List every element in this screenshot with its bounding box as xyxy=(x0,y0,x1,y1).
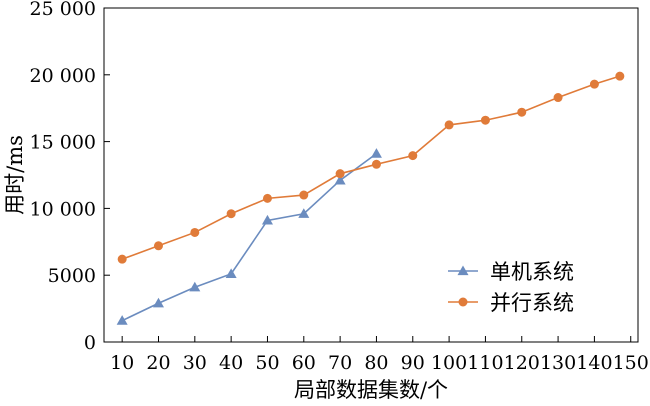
y-tick-label: 25 000 xyxy=(30,0,96,20)
data-point xyxy=(262,193,272,203)
data-point xyxy=(370,148,382,158)
x-tick-label: 150 xyxy=(613,352,649,374)
y-axis-label: 用时/ms xyxy=(3,135,27,215)
x-tick-label: 100 xyxy=(431,352,467,374)
x-tick-label: 10 xyxy=(110,352,134,374)
data-point xyxy=(408,151,418,161)
data-point xyxy=(117,254,127,264)
data-point xyxy=(189,281,201,292)
legend-marker xyxy=(457,265,469,276)
x-tick-label: 140 xyxy=(576,352,612,374)
data-point xyxy=(334,174,346,185)
x-tick-label: 120 xyxy=(504,352,540,374)
data-point xyxy=(615,71,625,81)
data-point xyxy=(225,268,237,278)
data-point xyxy=(153,241,163,251)
data-point xyxy=(480,115,490,125)
x-tick-label: 60 xyxy=(292,352,316,374)
x-tick-label: 20 xyxy=(146,352,170,374)
data-point xyxy=(261,214,273,225)
x-tick-label: 30 xyxy=(183,352,207,374)
legend-label: 并行系统 xyxy=(490,291,574,315)
series-1 xyxy=(116,148,382,325)
data-point xyxy=(190,227,200,237)
data-point xyxy=(299,190,309,200)
x-tick-label: 80 xyxy=(364,352,388,374)
legend-marker xyxy=(458,297,468,307)
y-tick-label: 5000 xyxy=(48,265,96,287)
data-point xyxy=(517,107,527,117)
x-tick-label: 110 xyxy=(467,352,503,374)
x-tick-label: 90 xyxy=(401,352,425,374)
x-axis-label: 局部数据集数/个 xyxy=(294,378,448,402)
data-point xyxy=(553,93,563,103)
y-tick-label: 0 xyxy=(84,332,96,354)
x-axis: 10 20 30 40 50 60 70 80 90 100 110 120 130 140 150 xyxy=(110,336,649,374)
series-layer xyxy=(116,71,625,325)
data-point xyxy=(152,297,164,308)
legend-item: 并行系统 xyxy=(448,291,574,315)
series-line xyxy=(121,152,377,322)
y-tick-label: 15 000 xyxy=(30,132,96,154)
y-tick-label: 10 000 xyxy=(30,198,96,220)
data-point xyxy=(298,208,310,218)
x-tick-label: 70 xyxy=(328,352,352,374)
data-point xyxy=(116,315,128,325)
y-axis: 0 5000 10 000 15 000 20 000 25 000 xyxy=(30,0,110,354)
legend-label: 单机系统 xyxy=(490,260,574,284)
data-point xyxy=(226,209,236,219)
x-tick-label: 40 xyxy=(219,352,243,374)
series-2 xyxy=(117,71,625,264)
data-point xyxy=(335,169,345,179)
data-point xyxy=(444,120,454,130)
x-tick-label: 50 xyxy=(255,352,279,374)
y-tick-label: 20 000 xyxy=(30,65,96,87)
data-point xyxy=(589,79,599,89)
x-tick-label: 130 xyxy=(540,352,576,374)
plot-frame xyxy=(103,7,639,343)
legend-item: 单机系统 xyxy=(448,260,574,284)
data-point xyxy=(371,159,381,169)
